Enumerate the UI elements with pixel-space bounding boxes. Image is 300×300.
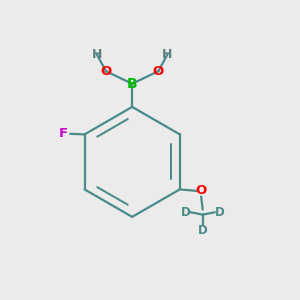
Text: F: F xyxy=(58,127,68,140)
Text: H: H xyxy=(92,48,102,62)
Text: O: O xyxy=(196,184,207,197)
Text: O: O xyxy=(100,65,112,78)
Text: D: D xyxy=(181,206,190,219)
Text: D: D xyxy=(198,224,208,237)
Text: D: D xyxy=(215,206,225,219)
Text: H: H xyxy=(162,48,172,62)
Text: O: O xyxy=(153,65,164,78)
Text: B: B xyxy=(127,77,137,91)
